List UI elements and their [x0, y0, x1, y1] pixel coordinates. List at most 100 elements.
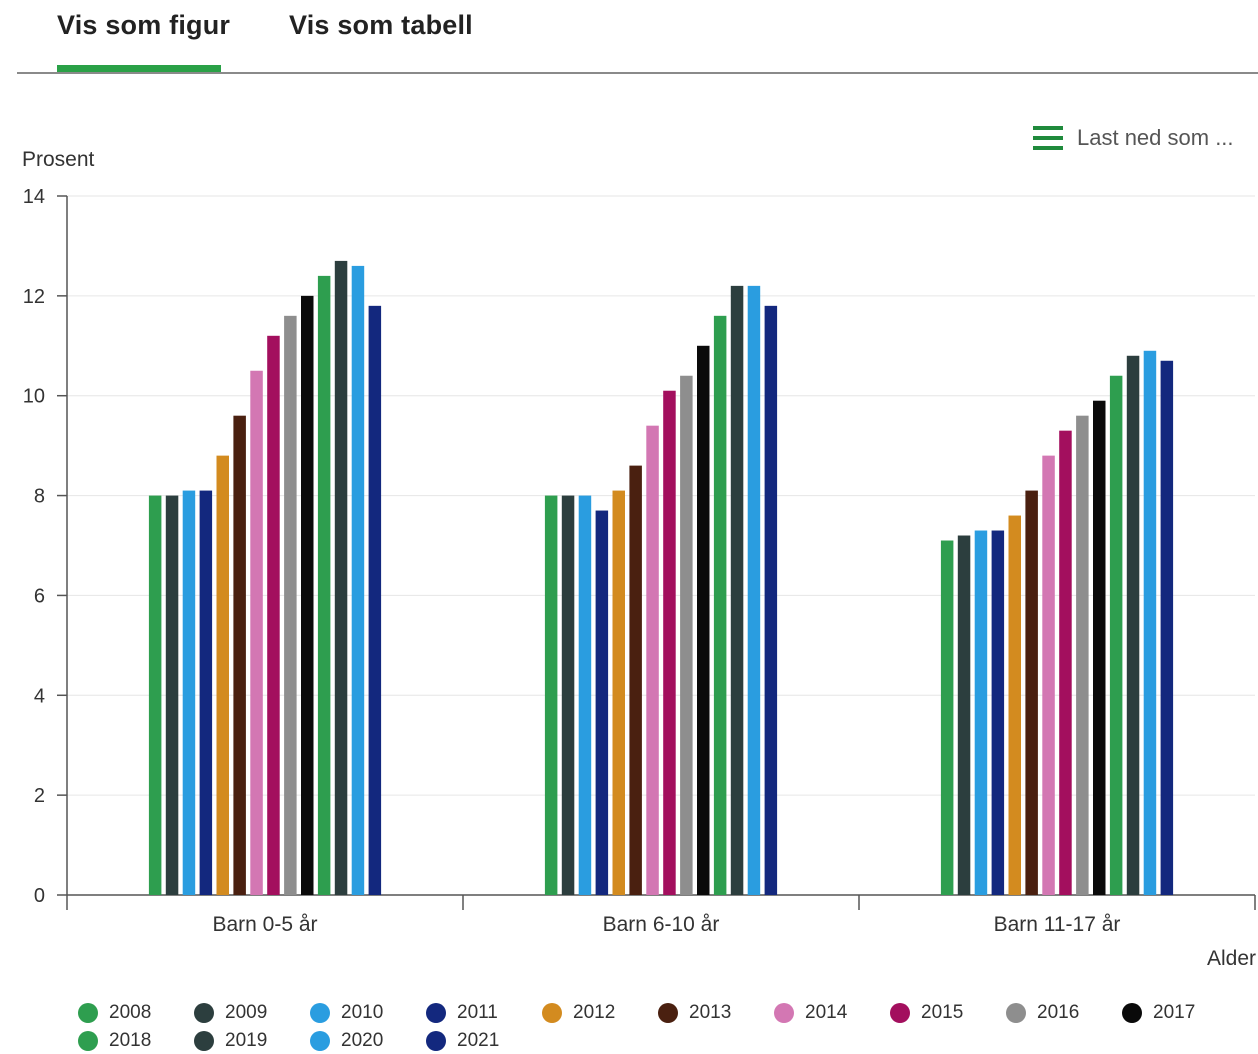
legend-marker — [1006, 1003, 1026, 1023]
legend-marker — [774, 1003, 794, 1023]
legend-label: 2009 — [225, 1002, 268, 1023]
legend-item-2021[interactable]: 2021 — [426, 1028, 542, 1054]
bar-2008-2 — [544, 495, 558, 895]
tab-vis-som-tabell[interactable]: Vis som tabell — [289, 10, 473, 40]
active-tab-indicator — [57, 65, 221, 72]
bar-2020-1 — [351, 265, 365, 895]
x-axis-title: Alder — [1207, 947, 1256, 970]
bar-2021-1 — [368, 305, 382, 895]
legend-item-2017[interactable]: 2017 — [1122, 1000, 1238, 1026]
legend-marker — [426, 1003, 446, 1023]
download-label: Last ned som ... — [1077, 125, 1234, 150]
legend-label: 2019 — [225, 1030, 268, 1051]
bar-2013-2 — [629, 465, 642, 895]
bar-2014-2 — [646, 425, 659, 895]
tab-vis-som-figur[interactable]: Vis som figur — [57, 10, 231, 40]
legend-item-2018[interactable]: 2018 — [78, 1028, 194, 1054]
bar-2016-1 — [284, 315, 297, 895]
legend-marker — [78, 1003, 98, 1023]
bar-2011-3 — [991, 530, 1005, 895]
bar-2015-2 — [663, 390, 676, 895]
legend-marker — [542, 1003, 562, 1023]
bar-2019-3 — [1126, 355, 1140, 895]
legend-item-2008[interactable]: 2008 — [78, 1000, 194, 1026]
legend-marker — [194, 1031, 214, 1051]
bar-2020-2 — [747, 285, 761, 895]
bar-2019-2 — [730, 285, 744, 895]
y-tick-label: 2 — [34, 785, 45, 807]
bar-2017-2 — [697, 345, 710, 895]
x-tick-label: Barn 11-17 år — [994, 913, 1121, 936]
y-axis-title: Prosent — [22, 148, 95, 171]
legend-marker — [78, 1031, 98, 1051]
legend-item-2012[interactable]: 2012 — [542, 1000, 658, 1026]
y-tick-label: 8 — [34, 486, 45, 508]
x-tick-label: Barn 6-10 år — [603, 913, 720, 936]
bar-2014-1 — [250, 370, 263, 895]
bar-2016-3 — [1076, 415, 1089, 895]
y-tick-label: 10 — [23, 386, 45, 408]
legend-marker — [426, 1031, 446, 1051]
bar-2008-3 — [940, 540, 954, 895]
bar-2015-3 — [1059, 430, 1072, 895]
bar-2010-2 — [578, 495, 592, 895]
legend-item-2009[interactable]: 2009 — [194, 1000, 310, 1026]
bar-2019-1 — [334, 260, 348, 896]
legend-item-2013[interactable]: 2013 — [658, 1000, 774, 1026]
bar-2015-1 — [267, 335, 280, 895]
download-menu-button[interactable]: Last ned som ... — [1033, 122, 1234, 154]
bar-2011-2 — [595, 510, 609, 895]
bar-2014-3 — [1042, 455, 1055, 895]
y-tick-label: 4 — [34, 685, 45, 707]
bar-chart: 0 2 4 6 8 10 12 14 Prosent Alder Barn 0-5 år Barn 6… — [22, 148, 1256, 970]
bar-2009-3 — [957, 535, 971, 895]
bar-2012-1 — [216, 455, 229, 895]
bar-2011-1 — [199, 490, 213, 895]
bar-2009-1 — [165, 495, 179, 895]
bar-2010-1 — [182, 490, 196, 895]
legend-marker — [310, 1003, 330, 1023]
bar-2021-3 — [1160, 360, 1174, 895]
bar-2012-3 — [1008, 515, 1021, 895]
legend-label: 2017 — [1153, 1002, 1196, 1023]
bar-2013-3 — [1025, 490, 1038, 895]
legend-marker — [194, 1003, 214, 1023]
legend-label: 2008 — [109, 1002, 152, 1023]
legend-item-2019[interactable]: 2019 — [194, 1028, 310, 1054]
legend-item-2015[interactable]: 2015 — [890, 1000, 1006, 1026]
legend-label: 2021 — [457, 1030, 500, 1051]
bar-2013-1 — [233, 415, 246, 895]
bar-2017-1 — [301, 295, 314, 895]
tab-divider — [17, 72, 1258, 74]
bar-2018-2 — [713, 315, 727, 895]
legend-label: 2018 — [109, 1030, 152, 1051]
bar-2017-3 — [1093, 400, 1106, 895]
bar-2021-2 — [764, 305, 778, 895]
legend-marker — [1122, 1003, 1142, 1023]
y-tick-label: 6 — [34, 585, 45, 607]
legend-marker — [658, 1003, 678, 1023]
bar-2020-3 — [1143, 350, 1157, 895]
legend-label: 2013 — [689, 1002, 732, 1023]
bar-2018-1 — [317, 275, 331, 895]
legend-label: 2012 — [573, 1002, 616, 1023]
legend-label: 2010 — [341, 1002, 384, 1023]
legend-item-2010[interactable]: 2010 — [310, 1000, 426, 1026]
bar-2009-2 — [561, 495, 575, 895]
chart-legend: 2008 2009 2010 2011 2012 2013 2014 2015 2016 2017… — [78, 1000, 1248, 1054]
y-tick-label: 12 — [23, 286, 45, 308]
legend-marker — [310, 1031, 330, 1051]
x-tick-label: Barn 0-5 år — [212, 913, 317, 936]
legend-label: 2011 — [457, 1002, 498, 1023]
legend-label: 2015 — [921, 1002, 964, 1023]
bar-2012-2 — [612, 490, 625, 895]
menu-icon — [1033, 125, 1063, 151]
legend-item-2014[interactable]: 2014 — [774, 1000, 890, 1026]
legend-item-2020[interactable]: 2020 — [310, 1028, 426, 1054]
legend-label: 2016 — [1037, 1002, 1080, 1023]
legend-item-2011[interactable]: 2011 — [426, 1000, 542, 1026]
legend-label: 2014 — [805, 1002, 848, 1023]
legend-item-2016[interactable]: 2016 — [1006, 1000, 1122, 1026]
bar-2008-1 — [148, 495, 162, 895]
legend-marker — [890, 1003, 910, 1023]
